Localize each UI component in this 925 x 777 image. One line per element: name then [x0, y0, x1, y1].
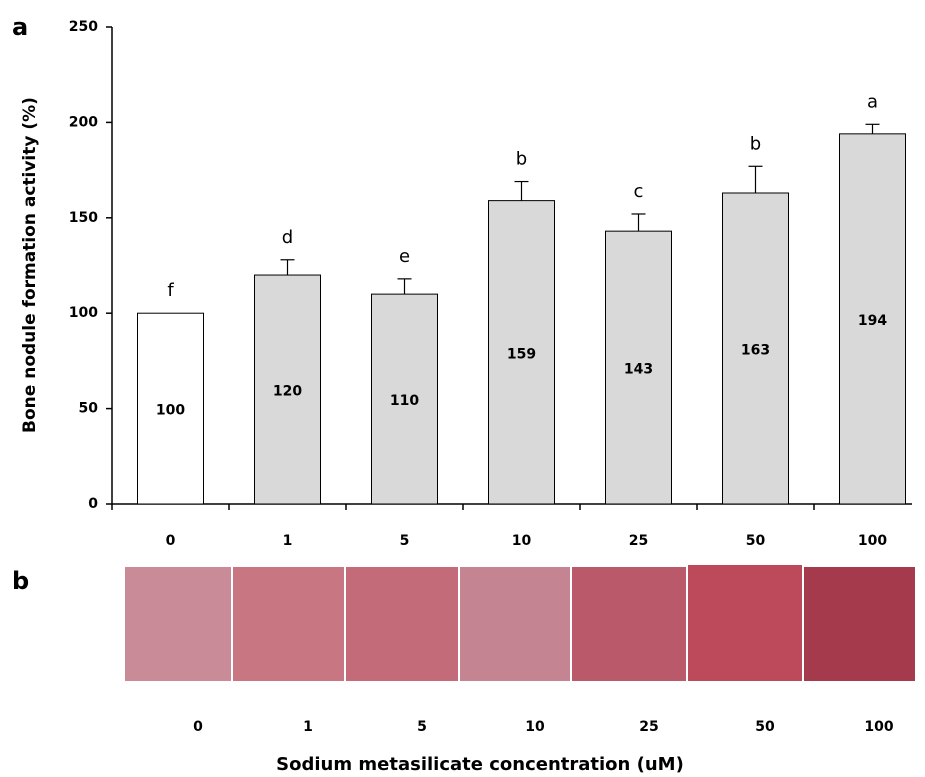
- y-tick-label: 250: [69, 19, 98, 35]
- y-tick-label: 100: [69, 305, 98, 321]
- y-tick-label: 0: [88, 496, 98, 512]
- value-label: 194: [858, 313, 887, 329]
- x-tick-label: 10: [512, 533, 532, 549]
- well-image: [804, 567, 915, 681]
- bar: [371, 293, 438, 505]
- x-axis-title: Sodium metasilicate concentration (uM): [276, 754, 684, 775]
- x-tick-label: 50: [746, 533, 766, 549]
- value-label: 120: [273, 384, 302, 400]
- x-tick-label: 100: [858, 533, 887, 549]
- x-tick-label: 1: [283, 533, 293, 549]
- well-image: [233, 567, 344, 681]
- image-label: 10: [525, 719, 545, 735]
- image-label: 1: [303, 719, 313, 735]
- x-tick-label: 0: [166, 533, 176, 549]
- y-tick-label: 150: [69, 210, 98, 226]
- bar: [488, 200, 555, 505]
- y-tick-label: 200: [69, 114, 98, 130]
- value-label: 100: [156, 403, 185, 419]
- bar: [722, 192, 789, 505]
- well-image: [125, 567, 231, 681]
- well-image: [572, 567, 686, 681]
- significance-letter: f: [167, 280, 174, 301]
- image-label: 50: [755, 719, 775, 735]
- significance-letter: b: [750, 133, 761, 154]
- bar: [839, 133, 906, 505]
- image-label: 0: [193, 719, 203, 735]
- image-label: 100: [864, 719, 893, 735]
- significance-letter: a: [867, 91, 878, 112]
- bar: [605, 230, 672, 505]
- significance-letter: d: [282, 227, 293, 248]
- well-image: [346, 567, 458, 681]
- value-label: 159: [507, 346, 536, 362]
- significance-letter: e: [399, 246, 410, 267]
- panel-label: a: [12, 13, 28, 41]
- y-tick-label: 50: [79, 401, 99, 417]
- x-tick-label: 25: [629, 533, 648, 549]
- significance-letter: c: [634, 181, 644, 202]
- image-label: 25: [639, 719, 658, 735]
- bar: [137, 312, 204, 505]
- well-image: [688, 565, 802, 681]
- x-tick-label: 5: [400, 533, 410, 549]
- value-label: 143: [624, 362, 653, 378]
- stain-images: [125, 565, 915, 681]
- value-label: 163: [741, 342, 770, 358]
- value-label: 110: [390, 393, 419, 409]
- well-image: [460, 567, 570, 681]
- image-label: 5: [417, 719, 427, 735]
- y-axis-title: Bone nodule formation activity (%): [20, 97, 40, 433]
- significance-letter: b: [516, 149, 527, 170]
- panel-label: b: [12, 567, 29, 595]
- bar: [254, 274, 321, 505]
